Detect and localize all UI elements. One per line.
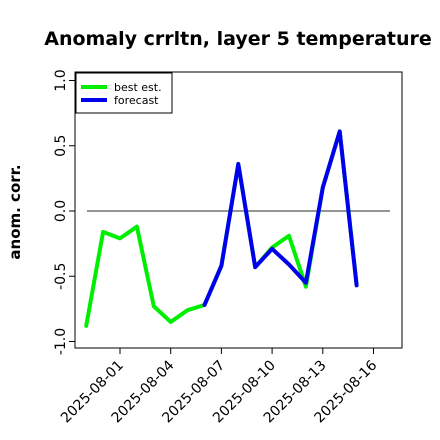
series-line-forecast <box>202 129 359 307</box>
legend-box <box>75 72 173 114</box>
y-tick-label: -1.0 <box>53 328 69 355</box>
y-tick-label: -0.5 <box>53 263 69 290</box>
plot-frame <box>74 71 403 349</box>
series-layer <box>84 129 359 328</box>
y-axis-label: anom. corr. <box>6 164 24 259</box>
y-tick-label: 1.0 <box>53 69 69 91</box>
legend-label: best est. <box>114 81 162 94</box>
chart-title: Anomaly crrltn, layer 5 temperature <box>44 28 432 50</box>
legend-label: forecast <box>114 94 159 107</box>
y-tick-label: 0.0 <box>53 200 69 222</box>
y-tick-label: 0.5 <box>53 135 69 157</box>
legend: best est.forecast <box>75 72 173 114</box>
